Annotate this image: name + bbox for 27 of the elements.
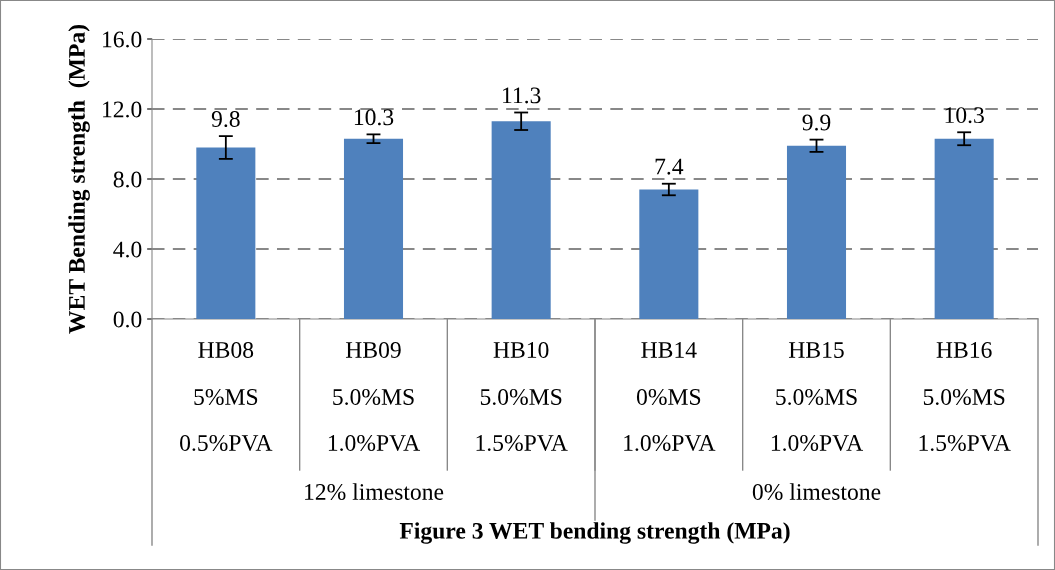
data-label: 10.3 bbox=[945, 107, 984, 124]
category-label: HB15 5.0%MS 1.0%PVA bbox=[771, 342, 864, 452]
bar bbox=[343, 138, 404, 319]
bar bbox=[786, 145, 847, 319]
bar bbox=[934, 138, 994, 319]
bar bbox=[196, 147, 256, 319]
y-tick-label: 12.0 bbox=[103, 101, 142, 118]
caption: Figure 3 WET bending strength (MPa) bbox=[399, 522, 790, 544]
category-label: HB09 5.0%MS 1.0%PVA bbox=[328, 341, 421, 452]
y-tick-label: 16.0 bbox=[103, 31, 142, 48]
data-label: 9.9 bbox=[802, 114, 831, 131]
category-label: HB10 5.0%MS 1.5%PVA bbox=[476, 341, 568, 452]
data-label: 9.8 bbox=[211, 111, 240, 128]
y-tick-label: 0.0 bbox=[113, 311, 142, 328]
category-label: HB16 5.0%MS 1.5%PVA bbox=[919, 342, 1011, 452]
text: 0% limestone bbox=[752, 483, 881, 500]
y-tick-label: 8.0 bbox=[113, 171, 142, 188]
bar bbox=[491, 121, 551, 319]
data-label: 10.3 bbox=[354, 109, 394, 126]
data-label: 7.4 bbox=[655, 158, 684, 175]
y-axis-title: WET Bending strength (MPa) bbox=[68, 25, 90, 334]
bar bbox=[639, 189, 699, 319]
data-label: 11.3 bbox=[503, 87, 541, 104]
category-label: HB08 5%MS 0.5%PVA bbox=[180, 341, 273, 452]
category-label: HB14 0%MS 1.0%PVA bbox=[624, 342, 716, 452]
y-tick-label: 4.0 bbox=[113, 241, 142, 258]
text: 12% limestone bbox=[305, 483, 444, 500]
